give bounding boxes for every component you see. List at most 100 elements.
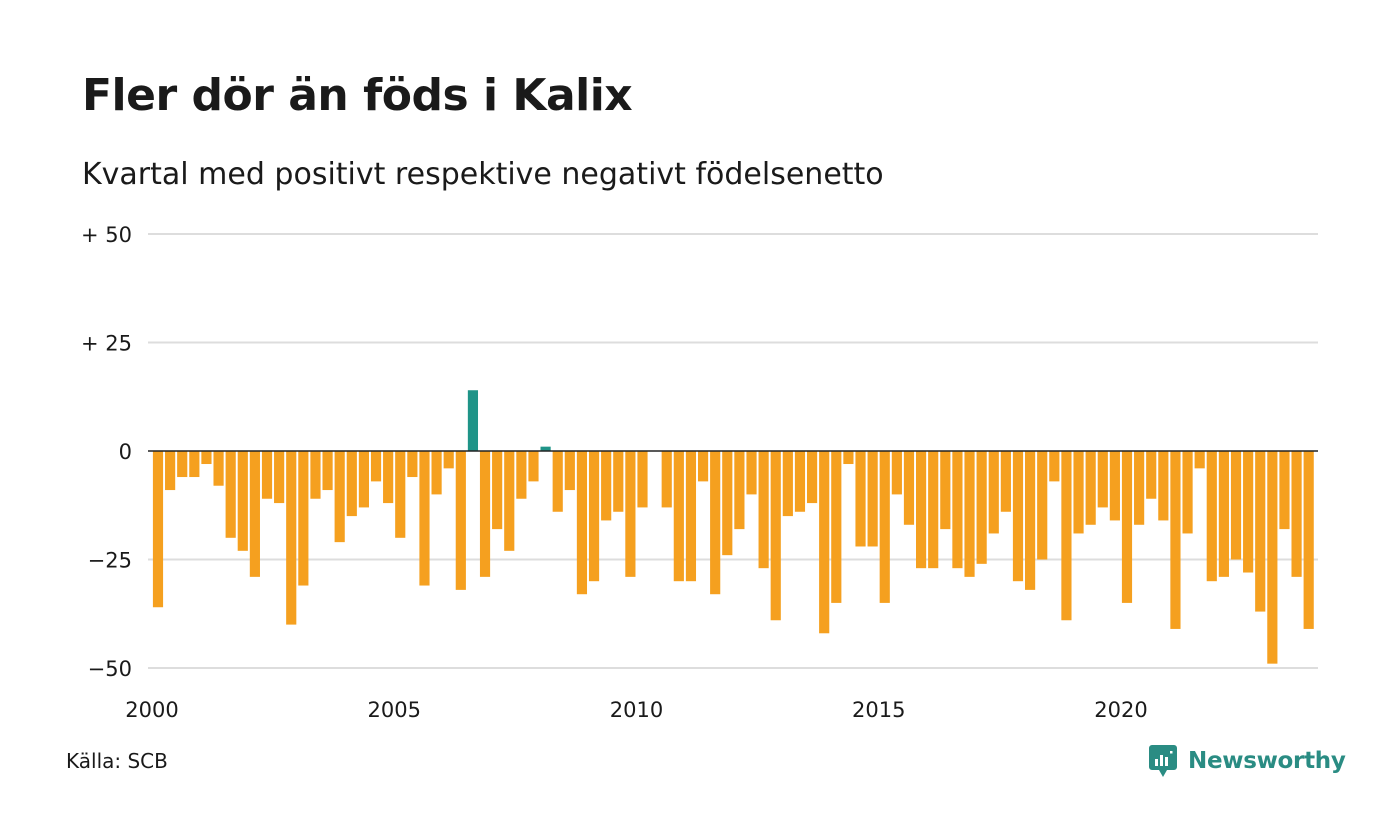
- bar: [746, 451, 757, 495]
- bar: [564, 451, 575, 491]
- bar: [916, 451, 927, 569]
- bar: [552, 451, 563, 512]
- bar: [1170, 451, 1181, 629]
- bar: [1146, 451, 1157, 499]
- bar: [1158, 451, 1169, 521]
- bar: [1243, 451, 1254, 573]
- bar: [794, 451, 806, 512]
- bar: [407, 451, 418, 478]
- bar: [1085, 451, 1096, 525]
- bar: [201, 451, 212, 465]
- bar: [528, 451, 539, 482]
- bar: [1012, 451, 1024, 582]
- bar: [831, 451, 842, 603]
- bar: [782, 451, 793, 517]
- bar: [576, 451, 588, 595]
- x-tick-label: 2020: [1094, 698, 1147, 722]
- bar: [770, 451, 781, 621]
- bar: [734, 451, 745, 530]
- brand-name: Newsworthy: [1188, 748, 1346, 774]
- bar: [673, 451, 684, 582]
- bar: [903, 451, 915, 525]
- bar: [419, 451, 430, 586]
- bar: [1182, 451, 1193, 534]
- bar: [504, 451, 515, 551]
- bar: [855, 451, 866, 547]
- bar: [1073, 451, 1084, 534]
- bar: [152, 451, 164, 608]
- bar: [928, 451, 939, 569]
- bar: [879, 451, 890, 603]
- y-tick-label: + 50: [81, 223, 132, 247]
- y-tick-labels: + 50 + 25 0 −25 −50: [81, 223, 132, 681]
- bar: [431, 451, 442, 495]
- bar: [274, 451, 285, 504]
- bar: [540, 446, 551, 451]
- bar: [722, 451, 733, 556]
- bar: [1134, 451, 1145, 525]
- bar: [588, 451, 600, 582]
- bar: [613, 451, 624, 512]
- bar: [189, 451, 200, 478]
- bar: [261, 451, 273, 499]
- bar: [819, 451, 830, 634]
- bar: [806, 451, 818, 504]
- bar: [165, 451, 176, 491]
- bar: [1218, 451, 1229, 577]
- bar: [1061, 451, 1072, 621]
- bar: [710, 451, 721, 595]
- y-tick-label: −25: [88, 549, 132, 573]
- bar: [1049, 451, 1060, 482]
- bar: [443, 451, 454, 469]
- bar: [685, 451, 697, 582]
- bar: [843, 451, 854, 465]
- bar: [213, 451, 224, 486]
- bar: [298, 451, 309, 586]
- bar: [516, 451, 527, 499]
- bar: [479, 451, 491, 577]
- bar: [370, 451, 382, 482]
- bar: [952, 451, 963, 569]
- chart-title: Fler dör än föds i Kalix: [82, 70, 633, 121]
- bar: [625, 451, 636, 577]
- bar: [346, 451, 357, 517]
- bar: [891, 451, 902, 495]
- bar: [758, 451, 769, 569]
- bar: [1121, 451, 1133, 603]
- source-note: Källa: SCB: [66, 749, 168, 773]
- bar: [940, 451, 951, 530]
- bar: [988, 451, 999, 534]
- bar: [1194, 451, 1205, 469]
- bars: [152, 390, 1314, 664]
- bar: [492, 451, 503, 530]
- bar: [867, 451, 878, 547]
- bar: [225, 451, 236, 538]
- bar: [467, 390, 479, 451]
- bar: [455, 451, 466, 590]
- bar: [383, 451, 394, 504]
- bar: [310, 451, 321, 499]
- bar: [1025, 451, 1036, 590]
- chart-subtitle: Kvartal med positivt respektive negativt…: [82, 157, 884, 192]
- bar: [358, 451, 369, 508]
- bar: [601, 451, 612, 521]
- bar: [395, 451, 406, 538]
- x-tick-labels: 2000 2005 2010 2015 2020: [125, 698, 1147, 722]
- bar: [1267, 451, 1278, 664]
- bar: [1109, 451, 1120, 521]
- y-tick-label: −50: [88, 657, 132, 681]
- y-tick-label: 0: [119, 440, 132, 464]
- bar: [697, 451, 709, 482]
- bar: [1279, 451, 1290, 530]
- bar: [1037, 451, 1048, 560]
- bar: [237, 451, 248, 551]
- bar: [286, 451, 297, 625]
- bar: [1303, 451, 1314, 629]
- bar: [976, 451, 987, 564]
- bar: [964, 451, 975, 577]
- x-tick-label: 2000: [125, 698, 178, 722]
- bar: [1291, 451, 1302, 577]
- bar: [1230, 451, 1242, 560]
- bar: [1206, 451, 1217, 582]
